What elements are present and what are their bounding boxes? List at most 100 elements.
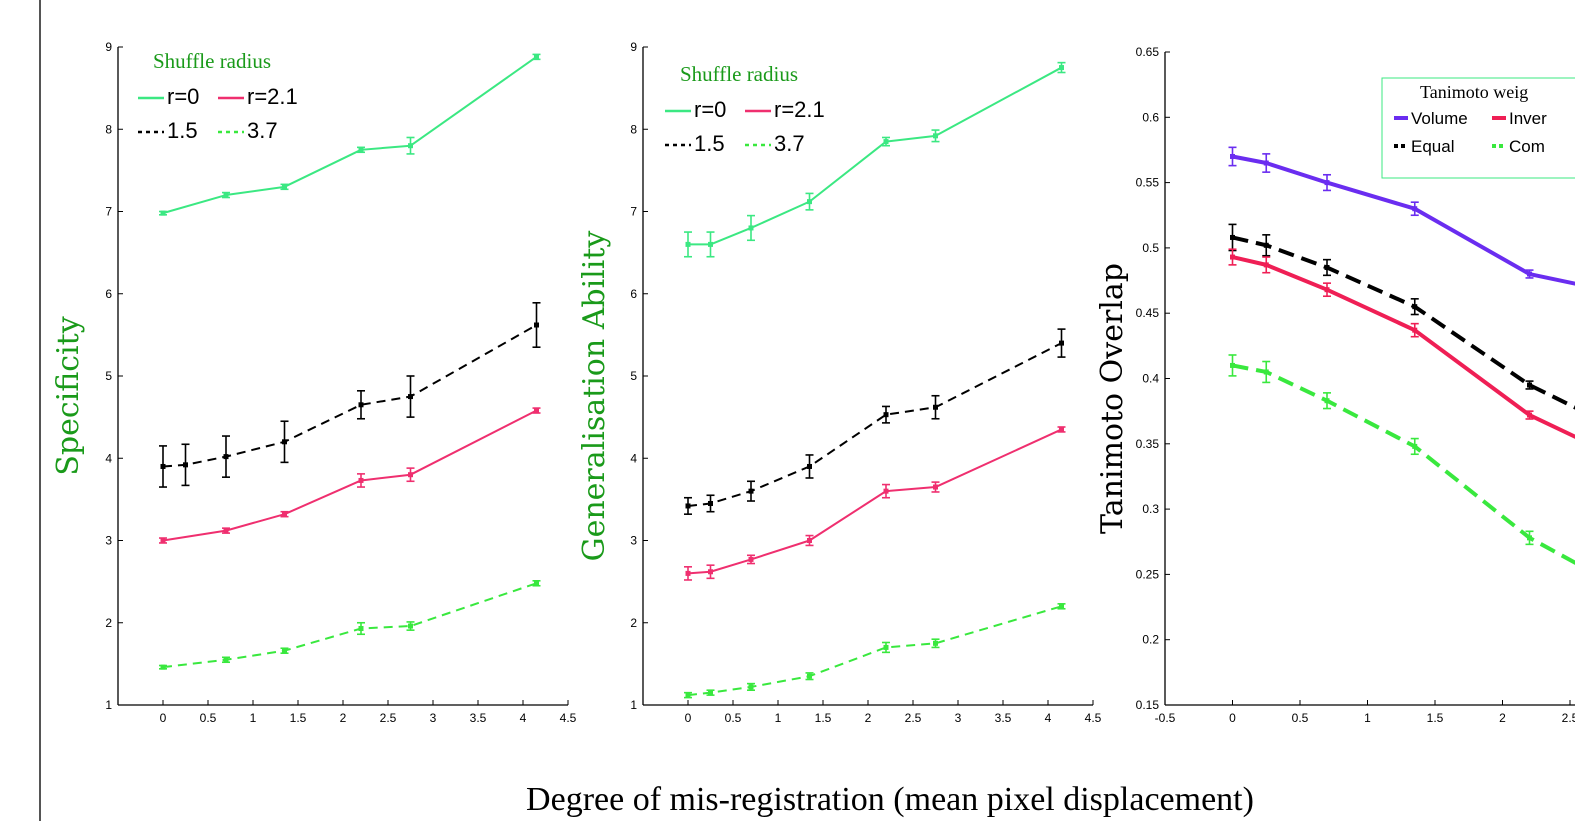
x-tick-label: 3.5 xyxy=(995,711,1012,725)
y-tick-label: 8 xyxy=(630,122,637,136)
chart-2: 1 2 3 4 5 6 7 8 9 0 0.5 1 1.5 2 2.5 3 3.5 4 4.5 Generalisat… xyxy=(577,40,1102,725)
y-tick-label: 5 xyxy=(105,369,112,383)
data-point xyxy=(1324,264,1330,270)
data-point xyxy=(282,648,287,654)
legend: Tanimoto weig Volume Inver Equal Com xyxy=(1381,77,1575,179)
y-axis-label: Generalisation Ability xyxy=(577,231,612,562)
series-line-r-0 xyxy=(162,56,538,215)
series-line-r-2-1 xyxy=(162,409,537,542)
x-tick-label: 0 xyxy=(160,711,167,725)
y-tick-label: 0.25 xyxy=(1136,567,1160,581)
data-point xyxy=(1230,254,1235,260)
x-tick-label: 2.5 xyxy=(380,711,397,725)
data-point xyxy=(534,580,539,586)
data-point xyxy=(534,322,539,328)
data-point xyxy=(933,404,938,410)
data-point xyxy=(408,472,413,478)
data-point xyxy=(223,657,229,663)
data-point xyxy=(1412,327,1418,333)
x-tick-label: 0.5 xyxy=(200,711,217,725)
x-tick-label: 2 xyxy=(340,711,347,725)
data-point xyxy=(358,477,364,483)
x-tick-label: 2.5 xyxy=(1562,711,1575,725)
data-point xyxy=(685,692,691,698)
data-point xyxy=(358,402,364,408)
legend-label: Equal xyxy=(1411,137,1454,156)
data-point xyxy=(883,488,889,494)
legend: Shuffle radius r=0 r=2.1 1.5 3.7 xyxy=(665,62,825,156)
y-tick-label: 0.5 xyxy=(1142,241,1159,255)
data-point xyxy=(282,184,287,190)
data-point xyxy=(883,412,889,418)
y-tick-label: 3 xyxy=(630,534,637,548)
y-tick-label: 0.35 xyxy=(1136,437,1160,451)
y-tick-label: 0.4 xyxy=(1142,372,1159,386)
data-point xyxy=(1230,362,1235,368)
x-tick-label: 0 xyxy=(1229,711,1236,725)
y-tick-label: 0.2 xyxy=(1142,633,1159,647)
data-point xyxy=(1412,206,1418,212)
data-point xyxy=(223,192,229,198)
data-point xyxy=(1263,369,1269,375)
data-point xyxy=(408,143,413,149)
data-point xyxy=(748,684,754,690)
legend-label: 1.5 xyxy=(694,131,725,156)
data-point xyxy=(1263,242,1269,248)
series-line-3-7 xyxy=(162,582,537,669)
chart-1: 1 2 3 4 5 6 7 8 9 0 0.5 1 1.5 2 2.5 3 3.5 4 4.5 Specificity… xyxy=(51,40,577,725)
legend-label: Inver xyxy=(1509,109,1547,128)
y-tick-label: 2 xyxy=(105,616,112,630)
x-tick-label: 1.5 xyxy=(290,711,307,725)
data-point xyxy=(160,463,166,469)
data-point xyxy=(223,454,229,460)
data-point xyxy=(1324,287,1330,293)
x-tick-label: 1.5 xyxy=(1427,711,1444,725)
legend-label: r=2.1 xyxy=(774,97,825,122)
data-point xyxy=(807,538,812,543)
figure-xlabel: Degree of mis-registration (mean pixel d… xyxy=(526,781,1254,818)
data-point xyxy=(358,147,364,153)
x-tick-label: 2 xyxy=(865,711,872,725)
legend-label: r=0 xyxy=(694,97,726,122)
x-tick-label: 4.5 xyxy=(560,711,577,725)
data-point xyxy=(1263,262,1269,268)
y-tick-label: 9 xyxy=(105,40,112,54)
x-tick-label: 1 xyxy=(1364,711,1371,725)
data-point xyxy=(748,556,754,562)
legend-box xyxy=(1381,77,1575,179)
y-tick-label: 0.6 xyxy=(1142,110,1159,124)
data-point xyxy=(183,462,188,468)
data-point xyxy=(1059,65,1064,71)
data-point xyxy=(1412,443,1418,449)
data-point xyxy=(160,664,166,670)
chart-3: 0.15 0.2 0.25 0.3 0.35 0.4 0.45 0.5 0.55 0.6 0.65 -… xyxy=(1095,45,1575,725)
data-point xyxy=(1059,340,1064,346)
data-point xyxy=(685,241,691,247)
x-tick-label: 0.5 xyxy=(1292,711,1309,725)
data-point xyxy=(748,225,754,231)
legend-title: Tanimoto weig xyxy=(1420,82,1528,102)
data-point xyxy=(933,484,938,490)
data-point xyxy=(1324,398,1330,404)
data-point xyxy=(1527,271,1532,277)
y-tick-label: 7 xyxy=(630,205,637,219)
data-point xyxy=(408,394,413,400)
data-point xyxy=(708,690,713,696)
data-point xyxy=(1263,160,1269,166)
y-tick-label: 8 xyxy=(105,122,112,136)
y-tick-label: 0.55 xyxy=(1136,176,1160,190)
data-point xyxy=(160,210,166,216)
y-tick-label: 4 xyxy=(630,451,637,465)
x-tick-label: 3 xyxy=(955,711,962,725)
y-tick-label: 0.3 xyxy=(1142,502,1159,516)
legend: Shuffle radius r=0 r=2.1 1.5 3.7 xyxy=(138,49,298,143)
legend-label: Com xyxy=(1509,137,1545,156)
data-point xyxy=(807,463,812,469)
data-point xyxy=(1059,603,1064,609)
data-point xyxy=(282,439,287,445)
x-tick-label: 1.5 xyxy=(815,711,832,725)
data-point xyxy=(708,569,713,575)
y-tick-label: 5 xyxy=(630,369,637,383)
data-point xyxy=(358,626,364,632)
